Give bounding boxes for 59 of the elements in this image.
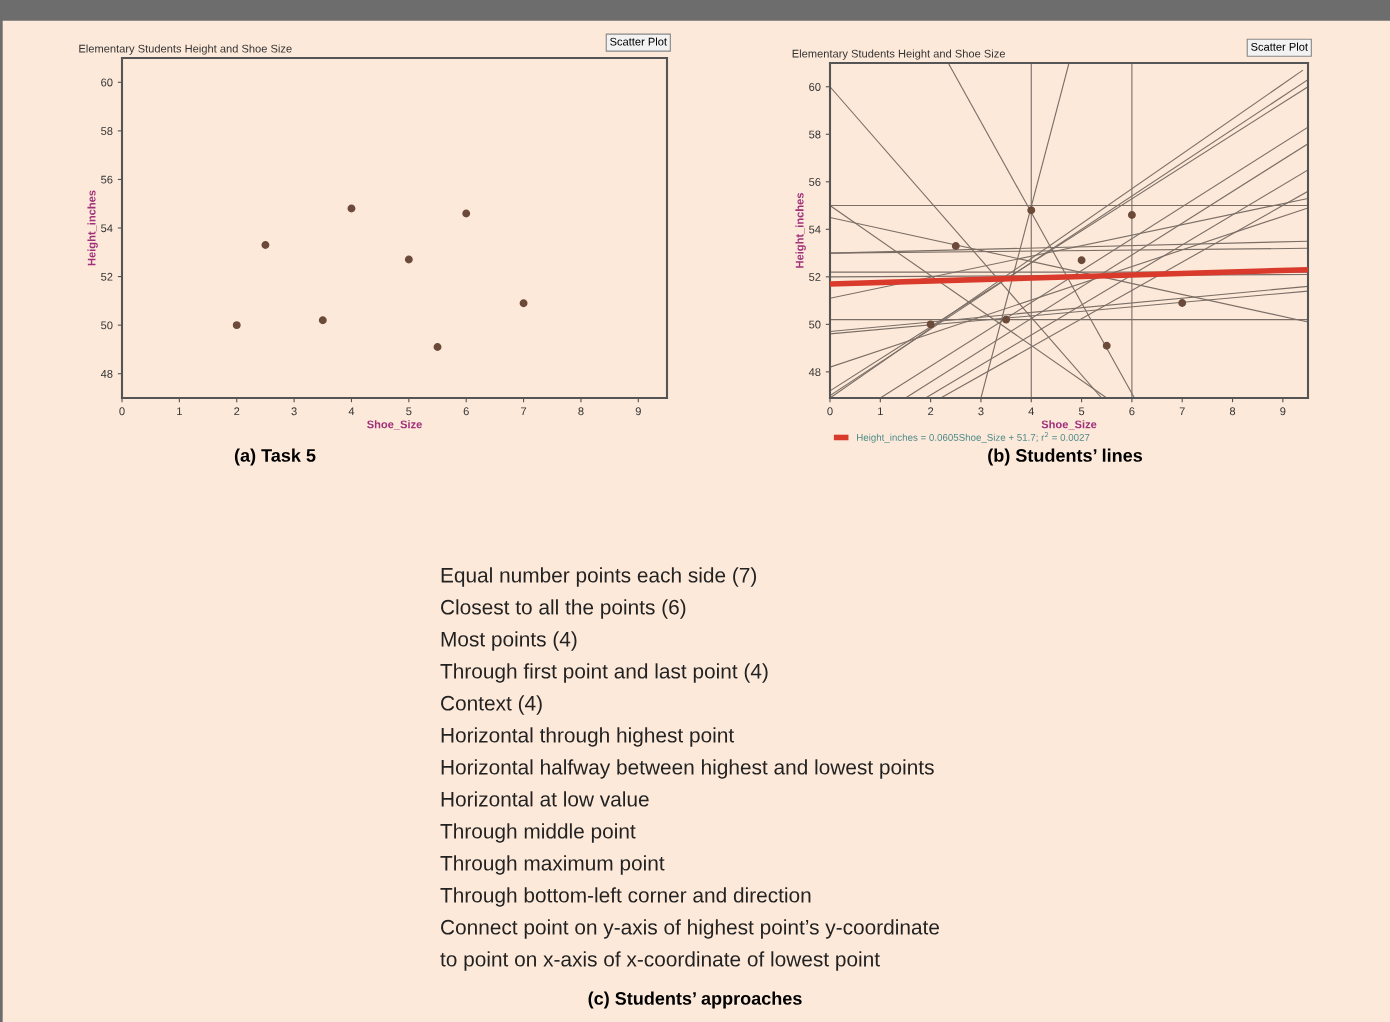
x-tick-label: 1 — [878, 407, 883, 416]
y-tick-label: 58 — [101, 127, 113, 135]
text: Scatter Plot — [1251, 42, 1308, 51]
y-tick-label: 54 — [809, 225, 821, 234]
chart-title: Elementary Students Height and Shoe Size — [79, 44, 292, 55]
text: (c) Students’ approaches — [588, 991, 802, 1009]
x-tick-label: 8 — [578, 407, 584, 416]
text: (a) Task 5 — [234, 448, 316, 466]
y-tick-label: 54 — [101, 224, 113, 233]
text: to point on x-axis of x-coordinate of lowest point — [440, 951, 880, 971]
text: Through maximum point — [440, 855, 665, 875]
legend-label: Height_inches = 0.0605Shoe_Size + 51.7; r$^{2}$ = 0.0027 — [857, 432, 1090, 443]
y-axis-title: Height_inches — [795, 192, 806, 268]
x-tick-label: 8 — [1229, 407, 1236, 416]
x-tick-label: 6 — [463, 407, 469, 416]
text: Through bottom-left corner and direction — [440, 887, 811, 907]
y-tick-label: 60 — [809, 83, 821, 91]
text: (b) Students’ lines — [988, 448, 1143, 466]
x-axis-title: Shoe_Size — [367, 420, 422, 430]
x-tick-label: 4 — [1028, 407, 1035, 416]
y-tick-label: 58 — [809, 130, 821, 139]
x-tick-label: 2 — [234, 407, 240, 416]
y-tick-label: 52 — [101, 272, 113, 281]
text: Through middle point — [440, 823, 636, 843]
text: Scatter Plot — [610, 37, 667, 46]
x-tick-label: 9 — [635, 407, 641, 416]
text: Connect point on y-axis of highest point’s y-coordinate — [441, 919, 939, 939]
x-tick-label: 5 — [1078, 407, 1085, 416]
text: Closest to all the points (6) — [441, 599, 686, 619]
x-tick-label: 7 — [521, 407, 527, 416]
x-tick-label: 5 — [406, 407, 412, 416]
x-tick-label: 7 — [1179, 407, 1185, 416]
y-tick-label: 50 — [101, 321, 113, 330]
x-tick-label: 3 — [291, 407, 297, 416]
text: Equal number points each side (7) — [441, 567, 757, 587]
text: Horizontal halfway between highest and lowest points — [441, 759, 934, 779]
y-tick-label: 60 — [101, 78, 113, 87]
x-tick-label: 1 — [177, 407, 182, 416]
x-tick-label: 4 — [348, 407, 355, 416]
y-tick-label: 48 — [808, 368, 821, 376]
text: Most points (4) — [441, 631, 577, 651]
y-tick-label: 50 — [809, 320, 821, 329]
x-tick-label: 9 — [1280, 407, 1286, 416]
y-tick-label: 56 — [101, 175, 113, 184]
text: Context (4) — [441, 695, 542, 715]
y-tick-label: 48 — [100, 369, 113, 378]
x-axis-title: Shoe_Size — [1041, 420, 1097, 430]
x-tick-label: 6 — [1129, 407, 1135, 416]
chart-title: Elementary Students Height and Shoe Size — [792, 49, 1005, 60]
x-tick-label: 2 — [928, 407, 934, 416]
x-tick-label: 0 — [827, 407, 833, 416]
text: Horizontal through highest point — [441, 727, 735, 747]
y-tick-label: 56 — [809, 178, 821, 186]
text: Horizontal at low value — [441, 791, 649, 807]
x-tick-label: 0 — [119, 407, 125, 416]
x-tick-label: 3 — [978, 407, 984, 416]
text: Through first point and last point (4) — [440, 663, 768, 683]
y-axis-title: Height_inches — [87, 190, 98, 266]
y-tick-label: 52 — [809, 273, 821, 281]
